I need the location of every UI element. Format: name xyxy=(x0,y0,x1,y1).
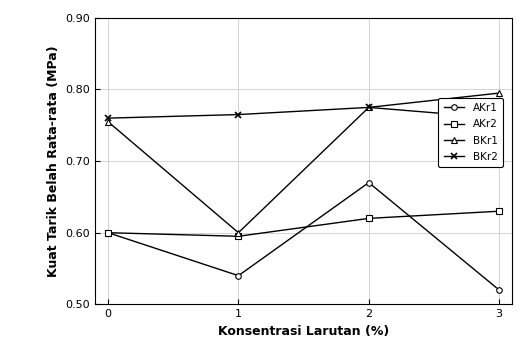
Line: BKr1: BKr1 xyxy=(105,90,503,236)
AKr2 xyxy=(105,231,111,235)
AKr1 xyxy=(105,231,111,235)
AKr2 xyxy=(365,216,372,221)
BKr2 xyxy=(235,112,242,117)
AKr1 xyxy=(235,274,242,278)
BKr1 xyxy=(235,231,242,235)
X-axis label: Konsentrasi Larutan (%): Konsentrasi Larutan (%) xyxy=(218,325,389,338)
AKr1 xyxy=(496,288,502,292)
BKr1 xyxy=(105,120,111,124)
Line: BKr2: BKr2 xyxy=(105,104,503,122)
Legend: AKr1, AKr2, BKr1, BKr2: AKr1, AKr2, BKr1, BKr2 xyxy=(438,98,503,167)
AKr2 xyxy=(235,234,242,238)
AKr1 xyxy=(365,180,372,185)
BKr2 xyxy=(105,116,111,120)
BKr2 xyxy=(496,116,502,120)
Line: AKr1: AKr1 xyxy=(105,180,502,293)
Y-axis label: Kuat Tarik Belah Rata-rata (MPa): Kuat Tarik Belah Rata-rata (MPa) xyxy=(47,45,60,277)
BKr1 xyxy=(365,105,372,110)
Line: AKr2: AKr2 xyxy=(105,208,502,239)
BKr1 xyxy=(496,91,502,95)
BKr2 xyxy=(365,105,372,110)
AKr2 xyxy=(496,209,502,213)
